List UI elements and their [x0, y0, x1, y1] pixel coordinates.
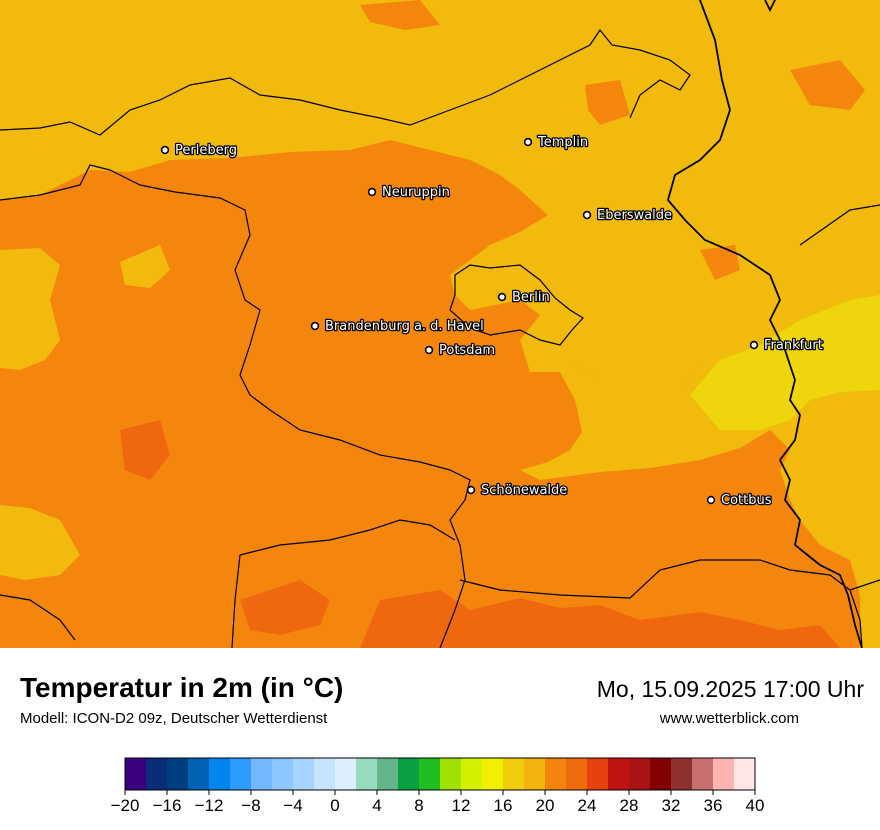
city-label: Schönewalde [481, 483, 567, 498]
legend-tick-label: −4 [283, 796, 302, 815]
city-marker-eberswalde: Eberswalde [582, 207, 673, 224]
temp-zone-22-24-north-2 [585, 80, 630, 125]
city-marker-brandenburg-a-d-havel: Brandenburg a. d. Havel [310, 318, 485, 335]
legend-tick-label: 12 [452, 796, 471, 815]
legend-swatch [440, 758, 462, 790]
legend-swatch [167, 758, 189, 790]
legend-swatch [377, 758, 399, 790]
legend-swatch [545, 758, 567, 790]
city-dot [160, 145, 170, 155]
city-markers: Perleberg Templin Neuruppin Eberswalde Berli… [160, 134, 824, 509]
legend-swatch [566, 758, 588, 790]
city-dot [706, 495, 716, 505]
temperature-color-legend: −20 −16 −12 −8 −4 0 4 8 12 16 20 24 28 32 36 40 [111, 757, 765, 815]
city-dot [497, 292, 507, 302]
city-marker-cottbus: Cottbus [706, 492, 773, 509]
city-marker-neuruppin: Neuruppin [367, 184, 451, 201]
legend-tick-label: 0 [330, 796, 339, 815]
map-title: Temperatur in 2m (in °C) [20, 672, 344, 703]
legend-swatch [461, 758, 483, 790]
city-label: Neuruppin [382, 185, 450, 200]
forecast-datetime: Mo, 15.09.2025 17:00 Uhr [596, 676, 864, 702]
legend-tick-label: 24 [578, 796, 597, 815]
temp-zone-20-22-east [550, 265, 740, 400]
city-label: Brandenburg a. d. Havel [325, 319, 484, 334]
legend-swatch [650, 758, 672, 790]
legend-swatch [293, 758, 315, 790]
temp-zone-22-24-main [0, 140, 860, 648]
legend-tick-label: 28 [620, 796, 639, 815]
legend-swatch [314, 758, 336, 790]
legend-swatch [524, 758, 546, 790]
legend-swatch [356, 758, 378, 790]
legend-tick-label: 8 [414, 796, 423, 815]
city-label: Cottbus [721, 493, 772, 508]
legend-swatch [188, 758, 210, 790]
city-label: Templin [537, 135, 588, 150]
temp-zone-20-22-northwest [120, 245, 170, 288]
legend-swatch [125, 758, 147, 790]
legend-swatch [272, 758, 294, 790]
temp-zone-20-22-west [0, 248, 60, 370]
temp-zone-18-20-east [690, 295, 880, 430]
legend-tick-label: 40 [746, 796, 765, 815]
city-dot [749, 340, 759, 350]
legend-swatch [251, 758, 273, 790]
country-border [667, 0, 863, 648]
temp-zone-24-26-south-1 [360, 590, 840, 648]
legend-tick-label: 16 [494, 796, 513, 815]
city-dot [424, 345, 434, 355]
city-marker-potsdam: Potsdam [424, 342, 496, 359]
city-dot [310, 321, 320, 331]
city-marker-templin: Templin [523, 134, 589, 151]
city-marker-berlin: Berlin [497, 289, 551, 306]
legend-tick-label: −16 [153, 796, 182, 815]
legend-swatch [146, 758, 168, 790]
temp-zone-24-26-south-2 [240, 580, 330, 635]
legend-tick-label: 20 [536, 796, 555, 815]
legend-swatch [713, 758, 735, 790]
legend-swatch [608, 758, 630, 790]
city-dot [367, 187, 377, 197]
city-marker-frankfurt: Frankfurt [749, 337, 824, 354]
legend-swatch [398, 758, 420, 790]
legend-swatch [230, 758, 252, 790]
legend-swatch [629, 758, 651, 790]
legend-frame [124, 757, 756, 791]
temp-zone-24-26-west [120, 420, 170, 480]
city-marker-perleberg: Perleberg [160, 142, 238, 159]
temp-zone-20-22-west-lower [0, 505, 80, 580]
legend-tick-label: 36 [704, 796, 723, 815]
legend-tick-label: 4 [372, 796, 381, 815]
legend-tick-label: −12 [195, 796, 224, 815]
city-label: Frankfurt [764, 338, 823, 353]
map-subtitle: Modell: ICON-D2 09z, Deutscher Wetterdie… [20, 710, 328, 727]
legend-tick-label: −8 [241, 796, 260, 815]
temp-zone-22-24-north-3 [790, 60, 865, 110]
temp-zone-22-24-east-ne [700, 245, 740, 280]
city-dot [523, 137, 533, 147]
temperature-map: Perleberg Templin Neuruppin Eberswalde Berli… [0, 0, 880, 648]
legend-swatch [671, 758, 693, 790]
legend-swatch [734, 758, 756, 790]
state-borders [0, 28, 880, 648]
legend-swatch [692, 758, 714, 790]
legend-tick-label: 32 [662, 796, 681, 815]
legend-swatch [482, 758, 504, 790]
legend-swatch [503, 758, 525, 790]
temp-zone-22-24-north-1 [360, 0, 440, 30]
city-label: Potsdam [439, 343, 495, 358]
city-label: Berlin [512, 290, 550, 305]
legend-tick-label: −20 [111, 796, 140, 815]
legend-swatch [419, 758, 441, 790]
legend-swatch [587, 758, 609, 790]
city-label: Perleberg [175, 143, 237, 158]
city-marker-schönewalde: Schönewalde [466, 482, 569, 499]
website-link[interactable]: www.wetterblick.com [659, 710, 799, 727]
city-dot [466, 485, 476, 495]
legend-swatch [209, 758, 231, 790]
city-dot [582, 210, 592, 220]
city-label: Eberswalde [597, 208, 672, 223]
legend-swatch [335, 758, 357, 790]
